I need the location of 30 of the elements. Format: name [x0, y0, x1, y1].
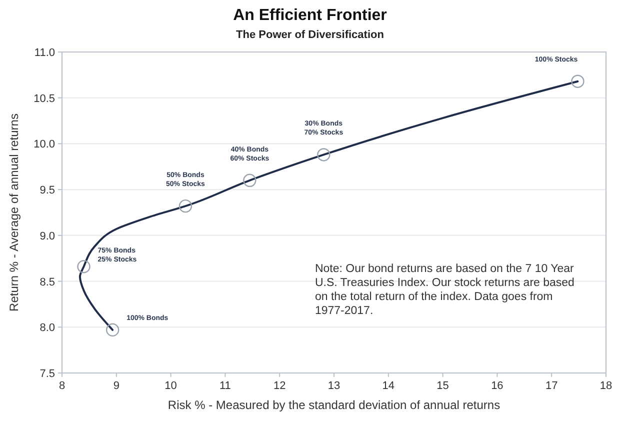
- chart-subtitle: The Power of Diversification: [236, 29, 384, 41]
- x-tick-label: 18: [600, 380, 612, 392]
- y-tick-label: 8.0: [40, 322, 55, 334]
- x-tick-label: 11: [219, 380, 231, 392]
- x-tick-label: 13: [328, 380, 340, 392]
- point: [243, 174, 256, 187]
- y-tick-label: 10.5: [34, 92, 55, 105]
- y-tick-label: 9.0: [40, 230, 55, 242]
- y-tick-label: 11.0: [34, 47, 55, 59]
- x-tick-label: 14: [382, 380, 395, 392]
- y-tick-label: 7.5: [40, 368, 55, 380]
- x-tick-label: 17: [545, 380, 558, 392]
- point: [77, 260, 90, 274]
- annotation: Note: Our bond returns are based on the 7 10 Year U.S. Treasuries Index. Our stock returns are based on the total return of the index. Data goes from 1977-2017.: [314, 263, 574, 318]
- point: [317, 148, 330, 162]
- x-tick-label: 10: [164, 380, 177, 392]
- y-tick-label: 9.5: [40, 184, 55, 197]
- point: [106, 323, 120, 336]
- y-tick-label: 10.0: [34, 138, 55, 151]
- chart-title: An Efficient Frontier: [233, 7, 387, 24]
- x-tick-label: 9: [113, 380, 120, 392]
- x-axis-title: Risk % - Measured by the standard deviation of annual returns: [168, 398, 500, 412]
- x-tick-label: 15: [436, 380, 449, 392]
- x-tick-label: 16: [491, 380, 504, 392]
- point: [571, 74, 584, 88]
- y-axis-title: Return % - Average of annual returns: [7, 114, 21, 312]
- x-tick-label: 8: [58, 380, 66, 392]
- point: [178, 199, 192, 213]
- x-tick-label: 12: [273, 380, 286, 392]
- y-tick-label: 8.5: [40, 276, 55, 288]
